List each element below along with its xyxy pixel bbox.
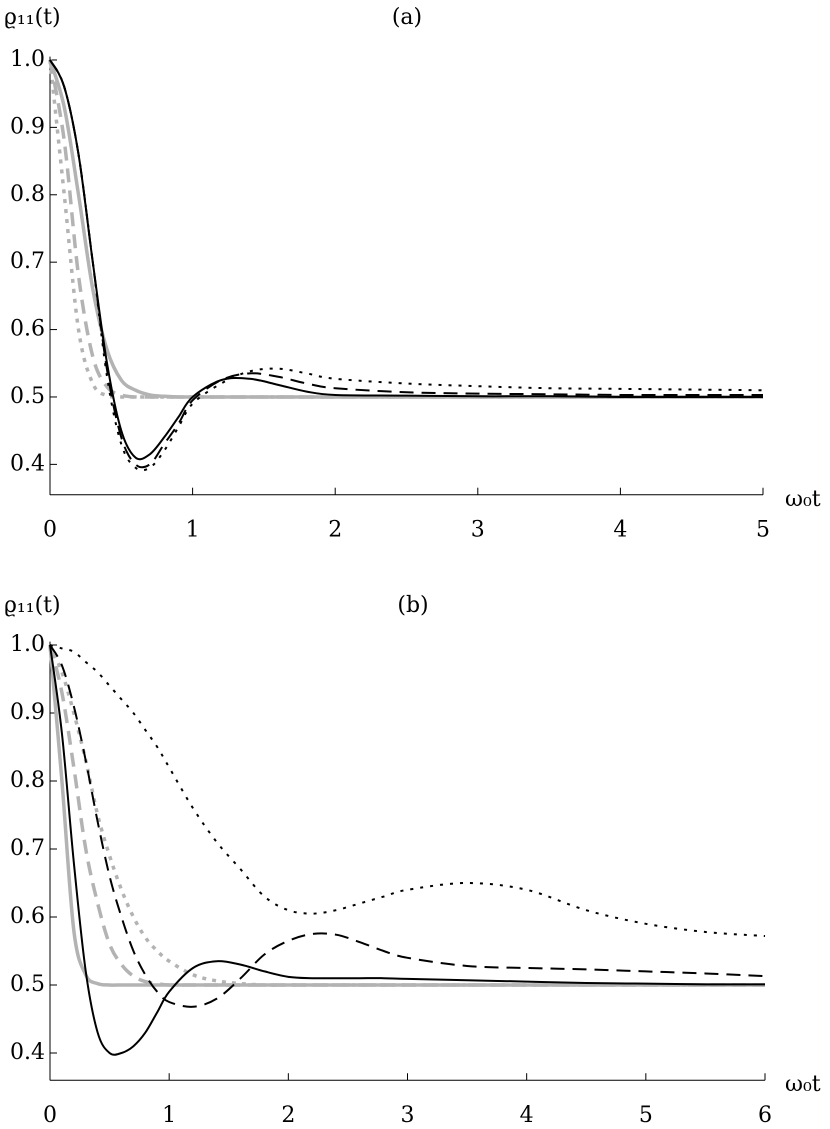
- x-tick-label: 4: [613, 518, 627, 543]
- line-series: [48, 59, 763, 399]
- y-tick-label: 0.5: [10, 972, 45, 997]
- y-tick-label: 0.8: [10, 182, 45, 207]
- x-tick-label: 1: [186, 518, 200, 543]
- line-series: [49, 59, 764, 472]
- line-series: [49, 59, 763, 469]
- line-series: [48, 59, 763, 399]
- line-series: [48, 59, 763, 399]
- panel-label: (a): [392, 5, 422, 30]
- x-tick-label: 3: [471, 518, 485, 543]
- y-tick-label: 0.7: [10, 249, 45, 274]
- panel-label: (b): [397, 593, 428, 618]
- x-tick-label: 5: [639, 1103, 653, 1128]
- line-series: [49, 59, 763, 461]
- x-axis-label: ω₀t: [785, 487, 821, 512]
- x-tick-label: 6: [758, 1103, 772, 1128]
- y-tick-label: 0.4: [10, 1040, 45, 1065]
- y-tick-label: 0.9: [10, 700, 45, 725]
- y-tick-label: 0.7: [10, 836, 45, 861]
- y-tick-label: 0.6: [10, 904, 45, 929]
- line-series: [48, 644, 765, 987]
- y-tick-label: 0.6: [10, 317, 45, 342]
- x-tick-label: 2: [281, 1103, 295, 1128]
- line-series: [49, 644, 766, 938]
- line-series: [48, 644, 765, 987]
- line-series: [48, 644, 765, 987]
- y-axis-label: ϱ₁₁(t): [4, 593, 61, 618]
- x-tick-label: 2: [328, 518, 342, 543]
- y-axis-label: ϱ₁₁(t): [4, 5, 61, 30]
- x-axis-label: ω₀t: [785, 1072, 821, 1097]
- x-tick-label: 5: [756, 518, 770, 543]
- x-tick-label: 1: [162, 1103, 176, 1128]
- x-tick-label: 0: [43, 518, 57, 543]
- x-tick-label: 3: [401, 1103, 415, 1128]
- x-tick-label: 4: [520, 1103, 534, 1128]
- x-tick-label: 0: [43, 1103, 57, 1128]
- line-series: [49, 644, 766, 1008]
- y-tick-label: 0.5: [10, 384, 45, 409]
- line-series: [49, 644, 766, 1056]
- y-tick-label: 0.9: [10, 114, 45, 139]
- y-tick-label: 1.0: [10, 47, 45, 72]
- y-tick-label: 0.8: [10, 768, 45, 793]
- y-tick-label: 1.0: [10, 632, 45, 657]
- y-tick-label: 0.4: [10, 451, 45, 476]
